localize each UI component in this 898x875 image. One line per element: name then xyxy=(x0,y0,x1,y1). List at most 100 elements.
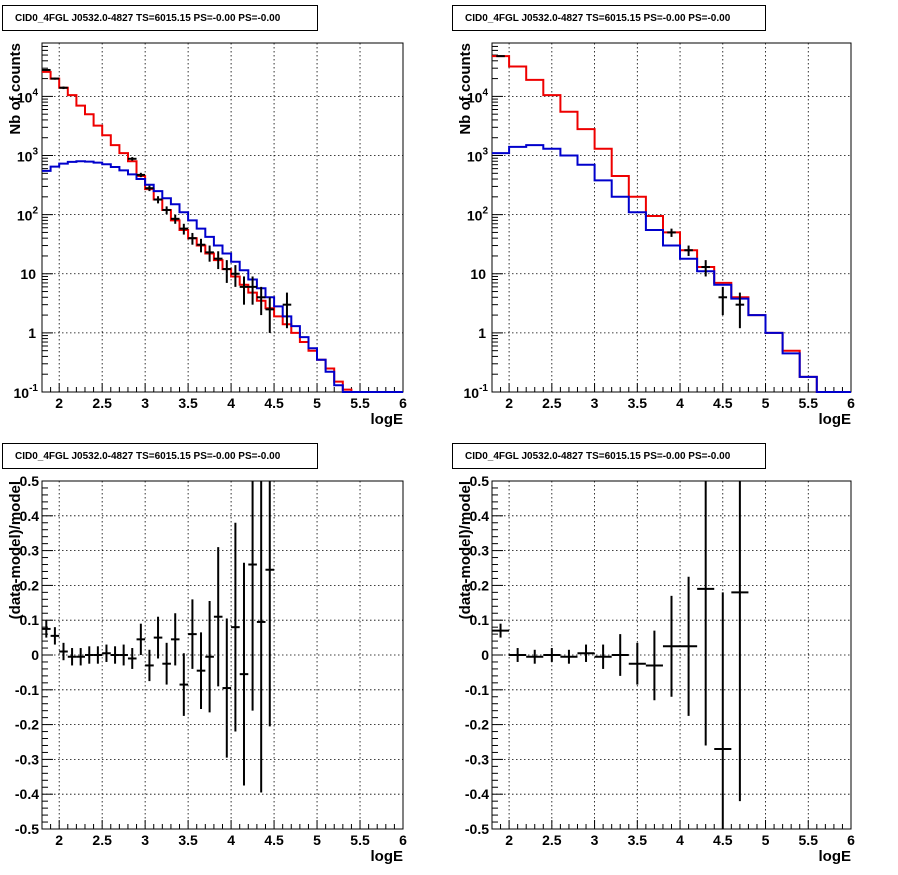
data-point xyxy=(42,68,51,71)
data-point xyxy=(84,646,94,664)
panel-title-2: CID0_4FGL J0532.0-4827 TS=6015.15 PS=-0.… xyxy=(452,5,766,31)
data-point xyxy=(645,630,663,701)
data-point xyxy=(239,562,249,786)
y-tick-label: -0.4 xyxy=(15,786,39,802)
data-point xyxy=(509,648,527,662)
data-point xyxy=(119,644,128,666)
data-point xyxy=(153,196,163,204)
data-point xyxy=(196,632,206,709)
panel-3: 2 2.5 3 3.5 4 4.5 5 5.5 6 -0.5 -0.4 -0.3 -0.2 -0.1 0 0.… xyxy=(7,473,407,865)
data-point xyxy=(136,623,146,655)
x-tick-label: 3 xyxy=(141,395,149,411)
data-point xyxy=(684,245,693,256)
y-tick-label: 0.4 xyxy=(20,508,40,524)
data-point xyxy=(560,649,578,664)
y-tick-label-base: 10 xyxy=(17,208,33,224)
y-axis-label: Nb of counts xyxy=(457,43,474,135)
panel-title-3: CID0_4FGL J0532.0-4827 TS=6015.15 PS=-0.… xyxy=(2,443,318,469)
data-point xyxy=(667,228,676,237)
x-tick-label: 2 xyxy=(55,832,63,848)
x-tick-label: 3 xyxy=(591,395,599,411)
data-point xyxy=(239,276,249,305)
y-tick-label-exp: 4 xyxy=(32,87,38,98)
x-tick-label: 5.5 xyxy=(350,832,370,848)
data-point xyxy=(170,613,180,666)
x-tick-label: 3.5 xyxy=(178,395,198,411)
panel-4: 2 2.5 3 3.5 4 4.5 5 5.5 6 -0.5 -0.4 -0.3 -0.2 -0.1 0 0.… xyxy=(457,473,855,865)
y-tick-label-base: 10 xyxy=(464,385,480,401)
y-tick-label: 102 xyxy=(17,206,39,224)
data-point xyxy=(577,644,595,662)
data-point xyxy=(701,260,710,277)
y-tick-label-exp: 3 xyxy=(482,147,488,158)
x-tick-label: 4 xyxy=(676,395,684,411)
series-red-model xyxy=(42,70,403,393)
x-tick-label: 2.5 xyxy=(542,832,562,848)
x-tick-label: 6 xyxy=(399,832,407,848)
data-point xyxy=(162,206,171,215)
y-tick-label-exp: -1 xyxy=(479,383,488,394)
data-point xyxy=(145,185,154,192)
y-tick-label-base: 10 xyxy=(17,89,33,105)
data-point xyxy=(67,648,77,666)
data-point xyxy=(188,599,197,669)
data-point xyxy=(213,251,223,270)
plot-frame xyxy=(41,42,404,393)
data-point xyxy=(153,616,163,659)
data-point xyxy=(136,172,146,178)
data-point xyxy=(496,55,505,58)
y-tick-label: -0.5 xyxy=(15,821,39,837)
y-tick-label: 10 xyxy=(470,266,486,282)
data-point xyxy=(256,286,266,316)
data-point xyxy=(231,522,240,732)
x-tick-label: 5 xyxy=(313,832,321,848)
data-point xyxy=(213,547,223,687)
data-point xyxy=(265,297,275,333)
data-point xyxy=(492,623,510,638)
y-tick-label-base: 10 xyxy=(467,89,483,105)
data-point xyxy=(526,649,544,664)
series-blue-model xyxy=(42,160,403,393)
x-tick-label: 6 xyxy=(847,832,855,848)
x-tick-label: 4 xyxy=(227,832,235,848)
data-point xyxy=(179,223,189,235)
data-point xyxy=(170,214,180,224)
x-tick-label: 4.5 xyxy=(264,395,284,411)
x-tick-label: 3.5 xyxy=(628,832,648,848)
y-tick-label: 102 xyxy=(467,206,489,224)
y-tick-label: 0.3 xyxy=(20,543,40,559)
data-point xyxy=(628,642,646,685)
panel-title-4: CID0_4FGL J0532.0-4827 TS=6015.15 PS=-0.… xyxy=(452,443,766,469)
data-point xyxy=(662,595,681,697)
x-tick-label: 2 xyxy=(55,395,63,411)
y-tick-label: -0.1 xyxy=(465,682,489,698)
y-tick-label: -0.1 xyxy=(15,682,39,698)
y-tick-label: 104 xyxy=(17,87,39,105)
x-tick-label: 4 xyxy=(227,395,235,411)
data-point xyxy=(179,653,189,716)
x-tick-label: 2 xyxy=(505,395,513,411)
y-tick-label-base: 10 xyxy=(17,149,33,165)
data-point xyxy=(718,286,728,316)
x-tick-label: 2.5 xyxy=(92,832,112,848)
data-point xyxy=(76,648,85,666)
y-tick-label: 0.5 xyxy=(20,473,40,489)
y-tick-label: 0.2 xyxy=(20,577,40,593)
y-tick-label-exp: 3 xyxy=(32,147,38,158)
data-point xyxy=(50,77,60,80)
data-point xyxy=(205,601,214,713)
data-point xyxy=(282,292,292,329)
data-point xyxy=(222,260,232,283)
y-tick-label-base: 10 xyxy=(14,385,30,401)
y-tick-label: -0.3 xyxy=(15,751,39,767)
data-point xyxy=(205,245,214,262)
x-tick-label: 5 xyxy=(762,832,770,848)
data-point xyxy=(196,238,206,253)
y-tick-label: -0.4 xyxy=(465,786,489,802)
data-point xyxy=(188,232,197,245)
data-point xyxy=(543,648,561,662)
panel-2: 2 2.5 3 3.5 4 4.5 5 5.5 610-1110102103104logENb … xyxy=(457,42,855,428)
x-axis-label: logE xyxy=(819,411,852,428)
y-tick-label: 0.5 xyxy=(470,473,490,489)
